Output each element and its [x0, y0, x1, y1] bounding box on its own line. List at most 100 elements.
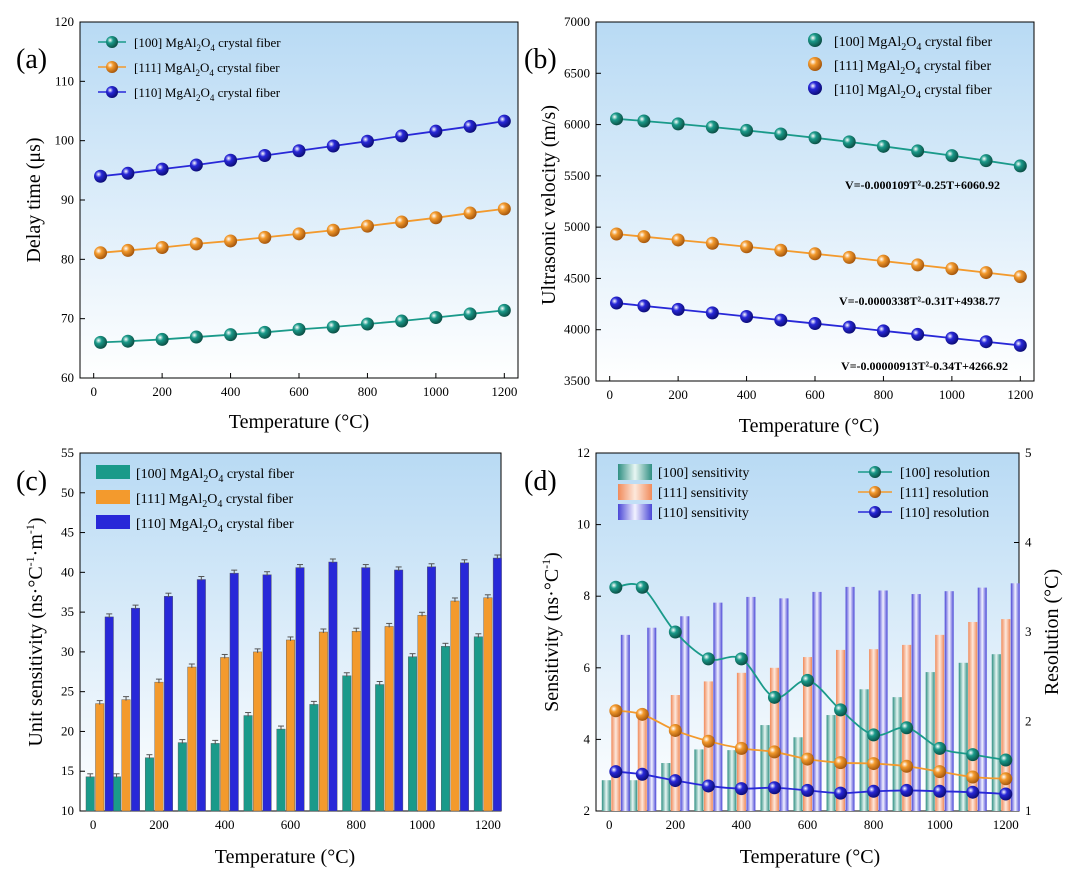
- point-b-s111: [740, 240, 754, 254]
- point-b-s111: [945, 262, 959, 276]
- axis-a-xtick-label: 1000: [423, 384, 449, 399]
- legend-item-d-111-sens: [111] sensitivity: [618, 484, 748, 501]
- bar-c-s110: [460, 562, 469, 812]
- point-a-s110: [94, 169, 108, 183]
- axis-c-xtick-label: 0: [90, 817, 97, 832]
- legend-label-b-100: [100] MgAl2O4 crystal fiber: [834, 35, 992, 53]
- point-a-s100: [224, 328, 238, 342]
- point-a-s111: [395, 215, 409, 229]
- axis-a-ytick-label: 110: [55, 73, 74, 88]
- bar-d-s100: [601, 780, 611, 811]
- point-a-s111: [326, 223, 340, 237]
- bar-c-s110: [328, 561, 338, 812]
- legend-item-a-110: [110] MgAl2O4 crystal fiber: [98, 85, 281, 103]
- axis-b-xtick-label: 1200: [1007, 387, 1033, 402]
- bar-c-s100: [144, 757, 154, 812]
- point-b-s110: [610, 296, 624, 310]
- legend-item-b-100: [100] MgAl2O4 crystal fiber: [808, 33, 992, 53]
- point-d-s100: [900, 721, 914, 735]
- point-a-s111: [155, 240, 169, 254]
- point-a-s100: [395, 314, 409, 328]
- legend-item-d-110-sens: [110] sensitivity: [618, 504, 749, 521]
- point-d-s100: [966, 748, 980, 762]
- axis-d-xtick-label: 200: [666, 817, 686, 832]
- point-a-s100: [292, 322, 306, 336]
- legend-label-c-100: [100] MgAl2O4 crystal fiber: [136, 467, 294, 485]
- point-b-s111: [705, 236, 719, 250]
- bar-c-s111: [154, 681, 164, 812]
- bar-d-s110: [680, 616, 690, 811]
- point-b-s111: [876, 254, 890, 268]
- series-c: [85, 554, 502, 812]
- axis-b-ytick-label: 5000: [564, 219, 590, 234]
- point-d-s100: [734, 652, 748, 666]
- y-axis-title-c: Unit sensitivity (ns·°C-1·m-1): [23, 517, 47, 746]
- point-b-s111: [671, 233, 685, 247]
- axis-c-ytick-label: 35: [61, 604, 74, 619]
- point-a-s100: [155, 332, 169, 346]
- point-a-s110: [326, 139, 340, 153]
- bar-d-s111: [935, 634, 945, 811]
- axis-d-y2tick-label: 2: [1025, 714, 1032, 729]
- legend-item-b-110: [110] MgAl2O4 crystal fiber: [808, 81, 992, 101]
- point-d-s110: [933, 784, 947, 798]
- point-b-s100: [610, 112, 624, 126]
- point-a-s111: [258, 230, 272, 244]
- point-a-s110: [395, 129, 409, 143]
- y2-axis-title-d: Resolution (°C): [1041, 569, 1063, 695]
- legend-item-d-100-sens: [100] sensitivity: [618, 464, 749, 481]
- point-d-s110: [701, 779, 715, 793]
- bar-d-s100: [793, 737, 803, 811]
- axis-d-ytick-label: 2: [584, 803, 591, 818]
- bar-c-s100: [276, 728, 286, 812]
- point-b-s110: [637, 299, 651, 313]
- panel-d-sensitivity-resolution: (d) Temperature (°C) Sensitivity (ns·°C-…: [524, 445, 1063, 868]
- point-a-s110: [463, 119, 477, 133]
- point-a-s111: [94, 246, 108, 260]
- bar-d-s111: [803, 657, 812, 811]
- legend-label-a-100: [100] MgAl2O4 crystal fiber: [134, 35, 281, 53]
- point-d-s100: [701, 652, 715, 666]
- panel-label-b: (b): [524, 44, 557, 75]
- legend-item-a-111: [111] MgAl2O4 crystal fiber: [98, 60, 280, 78]
- point-a-s111: [497, 202, 511, 216]
- point-d-s110: [834, 786, 848, 800]
- bar-d-s110: [746, 596, 756, 811]
- x-axis-title-b: Temperature (°C): [739, 415, 879, 437]
- point-d-s100: [668, 625, 682, 639]
- bar-c-s111: [187, 666, 197, 812]
- point-a-s110: [292, 144, 306, 158]
- point-a-s111: [224, 234, 238, 248]
- point-b-s111: [911, 258, 925, 272]
- axis-b-ytick-label: 7000: [564, 14, 590, 29]
- point-d-s111: [734, 741, 748, 755]
- bar-c-s111: [121, 699, 131, 812]
- axis-d-xtick-label: 1000: [927, 817, 953, 832]
- legend-item-b-111: [111] MgAl2O4 crystal fiber: [808, 57, 991, 77]
- panel-c-unit-sensitivity: (c) Temperature (°C) Unit sensitivity (n…: [16, 445, 502, 868]
- point-d-s110: [900, 783, 914, 797]
- legend-label-d-111-sens: [111] sensitivity: [658, 486, 748, 501]
- series-b: [610, 112, 1027, 352]
- bar-c-s100: [210, 743, 220, 812]
- point-a-s100: [326, 320, 340, 334]
- bar-d-s110: [713, 602, 723, 811]
- bar-d-s110: [944, 591, 954, 811]
- axis-d-y2tick-label: 5: [1025, 445, 1032, 460]
- axis-d-xtick-label: 800: [864, 817, 884, 832]
- axis-b-ytick-label: 3500: [564, 373, 590, 388]
- point-a-s100: [121, 334, 135, 348]
- bar-d-s100: [859, 689, 869, 811]
- bar-c-s100: [243, 715, 253, 812]
- point-a-s111: [429, 211, 443, 225]
- point-a-s100: [463, 307, 477, 321]
- axis-b-ytick-label: 6000: [564, 117, 590, 132]
- axis-a-xtick-label: 200: [152, 384, 172, 399]
- axis-b-xtick-label: 0: [606, 387, 613, 402]
- panel-label-d: (d): [524, 466, 557, 497]
- axis-a-xtick-label: 1200: [491, 384, 517, 399]
- panel-a-delay-time: (a) Temperature (°C) Delay time (μs) 0 20…: [16, 14, 519, 433]
- axis-c-ytick-label: 15: [61, 763, 74, 778]
- bar-c-s111: [220, 657, 230, 812]
